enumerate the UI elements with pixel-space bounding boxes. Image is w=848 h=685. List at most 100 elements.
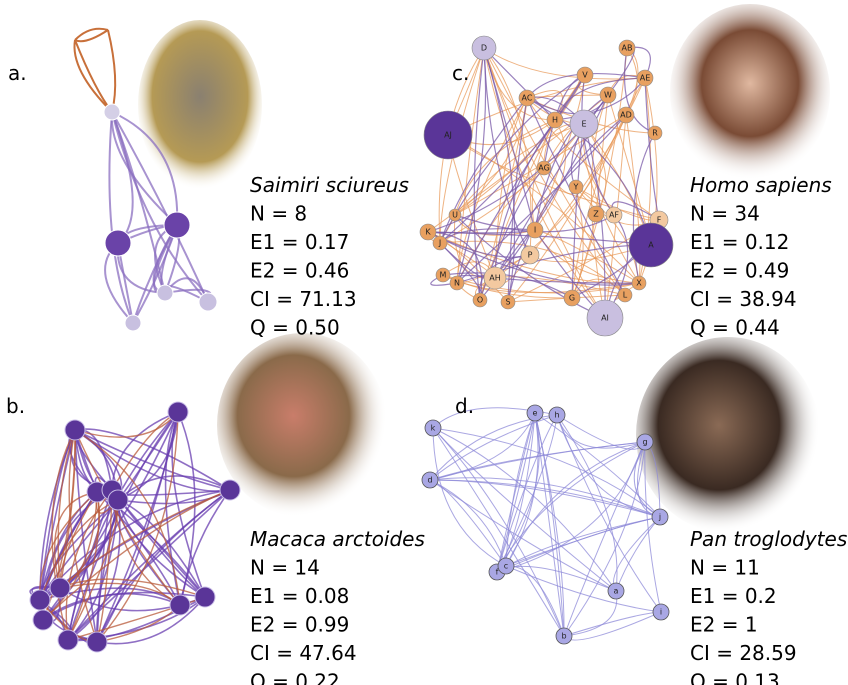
edge <box>483 47 626 296</box>
node-label: W <box>604 91 612 100</box>
edge <box>494 114 627 279</box>
stat-line: Q = 0.22 <box>250 670 340 685</box>
node <box>198 292 218 312</box>
node <box>64 419 86 441</box>
edge <box>39 491 98 601</box>
node <box>628 222 674 268</box>
edge <box>59 582 181 606</box>
edge <box>42 489 231 621</box>
node-label: AJ <box>444 131 452 140</box>
edge <box>505 565 662 613</box>
edge <box>96 489 113 643</box>
node-label: AH <box>489 274 501 283</box>
node-label: X <box>636 279 642 288</box>
node-label: P <box>528 251 533 260</box>
stat-line: E2 = 1 <box>690 613 758 637</box>
edge <box>59 578 206 598</box>
node-label: S <box>505 298 510 307</box>
node-label: E <box>581 120 586 129</box>
edge <box>111 111 209 303</box>
node <box>432 235 448 251</box>
node <box>569 109 599 139</box>
node <box>483 266 507 290</box>
edge <box>111 411 179 491</box>
stat-line: E1 = 0.17 <box>250 230 349 254</box>
node <box>471 35 497 61</box>
edge <box>494 119 556 279</box>
edge <box>429 414 558 481</box>
stat-line: N = 11 <box>690 556 760 580</box>
stat-line: E1 = 0.12 <box>690 230 789 254</box>
node <box>652 603 670 621</box>
node <box>563 289 581 307</box>
edge <box>39 499 119 601</box>
edge <box>117 499 206 598</box>
edge <box>496 412 536 573</box>
node-label: g <box>642 438 647 447</box>
edge <box>68 429 98 643</box>
edge <box>39 429 76 601</box>
edge <box>554 77 646 121</box>
node <box>423 110 473 160</box>
edge <box>554 77 646 121</box>
node <box>32 609 54 631</box>
edge <box>74 429 181 606</box>
node-label: K <box>425 228 431 237</box>
node <box>435 267 451 283</box>
node <box>605 206 623 224</box>
panel-label: b. <box>6 394 25 418</box>
monkey-photo <box>138 20 262 190</box>
edge <box>571 47 628 299</box>
node <box>546 111 564 129</box>
species-name: Saimiri sciureus <box>250 173 409 197</box>
edge <box>429 479 661 518</box>
edge <box>110 111 178 226</box>
node <box>587 205 605 223</box>
node <box>49 577 71 599</box>
edge <box>496 516 661 573</box>
edge <box>111 111 209 303</box>
node-label: G <box>569 294 575 303</box>
edge <box>496 414 558 573</box>
node <box>124 314 142 332</box>
node-label: J <box>438 239 441 248</box>
node <box>526 404 544 422</box>
edge <box>117 411 179 501</box>
edge <box>563 611 662 641</box>
node-label: M <box>440 271 447 280</box>
stat-line: N = 14 <box>250 556 320 580</box>
node <box>636 433 654 451</box>
stat-line: Q = 0.50 <box>250 316 340 340</box>
network-d: k e h g d j fc a i b <box>421 404 670 645</box>
edge <box>96 489 231 643</box>
node-label: V <box>582 71 588 80</box>
node <box>169 594 191 616</box>
edge <box>439 97 528 244</box>
edge <box>454 123 585 216</box>
edge <box>74 27 109 41</box>
edge <box>74 29 109 43</box>
node <box>156 284 174 302</box>
human-photo <box>670 4 830 180</box>
node-label: AC <box>522 94 533 103</box>
edge <box>439 123 585 244</box>
edge <box>107 29 117 113</box>
edge <box>644 77 660 221</box>
edge <box>507 114 627 303</box>
species-name: Macaca arctoides <box>250 527 425 551</box>
edge <box>429 412 536 481</box>
node <box>536 160 552 176</box>
edge <box>427 231 640 286</box>
node-label: H <box>552 116 558 125</box>
edge <box>534 119 566 231</box>
node-label: e <box>533 409 538 418</box>
edge <box>432 427 661 518</box>
node-label: AG <box>538 164 550 173</box>
node <box>219 479 241 501</box>
edge <box>439 74 586 244</box>
stat-line: E2 = 0.49 <box>690 259 789 283</box>
edge <box>439 47 485 244</box>
stat-line: CI = 71.13 <box>250 287 357 311</box>
node <box>167 401 189 423</box>
